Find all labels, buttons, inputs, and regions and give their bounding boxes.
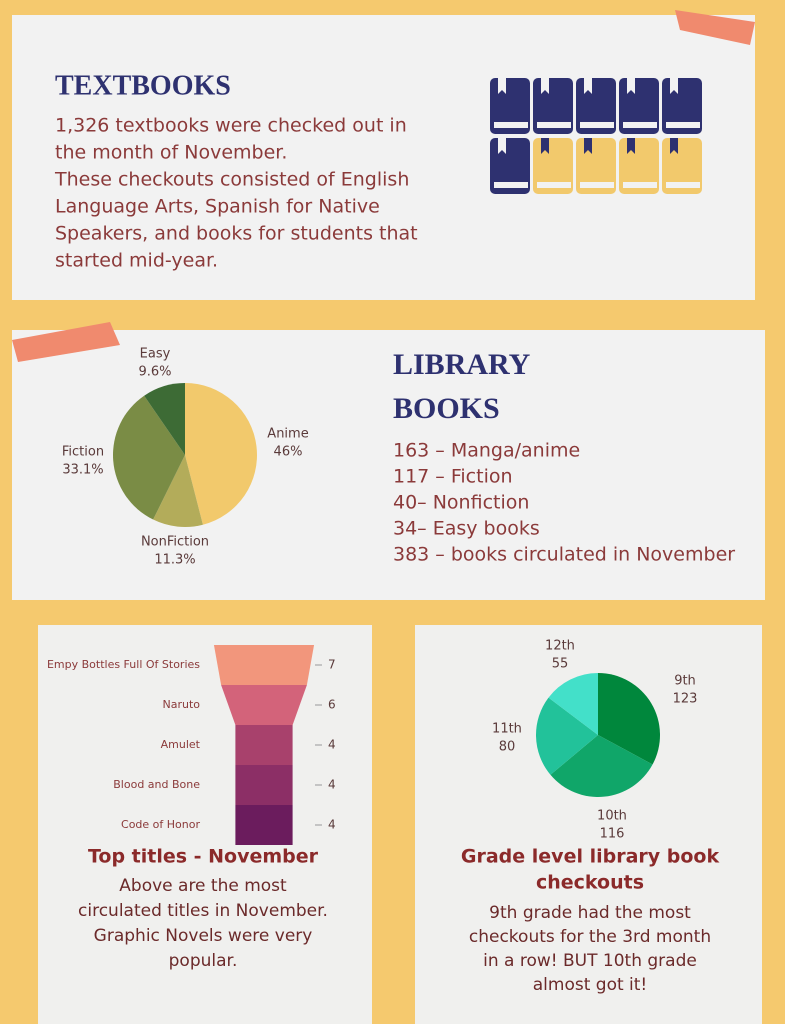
pie-slice [112, 395, 185, 520]
slice-value: 46% [274, 445, 303, 460]
text-line: almost got it! [533, 975, 648, 995]
slice-value: 55 [552, 657, 569, 672]
text-line: 383 – books circulated in November [393, 544, 735, 566]
pie-slice [185, 383, 257, 525]
pie-slice [153, 455, 203, 527]
book-page [580, 182, 614, 188]
text-line: BOOKS [393, 392, 500, 425]
slice-label: Anime [267, 427, 308, 442]
funnel-segment [235, 805, 293, 845]
book-page [537, 122, 571, 128]
text-line: Above are the most [119, 876, 287, 896]
text-line: 34– Easy books [393, 518, 540, 540]
slice-value: 123 [673, 692, 698, 707]
pie-slice [536, 697, 598, 775]
funnel-segment [235, 765, 293, 805]
pie-slice [144, 383, 185, 455]
slice-value: 11.3% [154, 553, 195, 568]
category-label: Amulet [161, 738, 201, 751]
slice-value: 116 [600, 827, 625, 842]
text-line: Speakers, and books for students that [55, 223, 418, 245]
subtitle: Top titles - November [88, 846, 319, 868]
book-page [623, 182, 657, 188]
text-line: started mid-year. [55, 250, 218, 272]
slice-label: 12th [545, 639, 575, 654]
bookmark [627, 138, 635, 154]
text-line: checkouts for the 3rd month [469, 927, 711, 947]
slice-label: Easy [140, 347, 171, 362]
title: TEXTBOOKS [55, 70, 231, 101]
slice-label: 11th [492, 722, 522, 737]
funnel-segment [235, 725, 293, 765]
value-label: 4 [328, 778, 336, 792]
text-line: Grade level library book [461, 846, 720, 868]
text-line: circulated titles in November. [78, 901, 328, 921]
book-page [666, 122, 700, 128]
book-page [537, 182, 571, 188]
text-line: 40– Nonfiction [393, 492, 529, 514]
pie-slice [598, 673, 660, 765]
bookmark [541, 78, 549, 94]
tape [12, 322, 120, 362]
book-page [623, 122, 657, 128]
slice-label: 10th [597, 809, 627, 824]
text-line: LIBRARY [393, 348, 531, 381]
category-label: Blood and Bone [113, 778, 200, 791]
text-line: 163 – Manga/anime [393, 440, 580, 462]
bookmark [498, 78, 506, 94]
category-label: Code of Honor [121, 818, 200, 831]
text-line: Language Arts, Spanish for Native [55, 196, 380, 218]
text-line: 117 – Fiction [393, 466, 513, 488]
text-line: checkouts [536, 872, 644, 894]
book-page [494, 182, 528, 188]
book-icons [490, 78, 702, 194]
text-line: These checkouts consisted of English [54, 169, 409, 191]
pie-slice [550, 735, 653, 797]
bookmark [627, 78, 635, 94]
slice-value: 9.6% [138, 365, 171, 380]
text-line: popular. [169, 951, 238, 971]
value-label: 7 [328, 658, 336, 672]
bookmark [584, 78, 592, 94]
category-label: Naruto [162, 698, 200, 711]
slice-label: NonFiction [141, 535, 209, 550]
bookmark [584, 138, 592, 154]
tape [675, 10, 755, 45]
text-line: the month of November. [55, 142, 287, 164]
slice-label: Fiction [62, 445, 104, 460]
book-page [666, 182, 700, 188]
value-label: 4 [328, 818, 336, 832]
value-label: 6 [328, 698, 336, 712]
text-line: in a row! BUT 10th grade [483, 951, 697, 971]
slice-value: 33.1% [62, 463, 103, 478]
bookmark [670, 138, 678, 154]
slice-value: 80 [499, 740, 516, 755]
text-line: 1,326 textbooks were checked out in [55, 115, 407, 137]
book-page [580, 122, 614, 128]
bookmark [498, 138, 506, 154]
slice-label: 9th [674, 674, 696, 689]
text-line: 9th grade had the most [489, 903, 691, 923]
bookmark [541, 138, 549, 154]
funnel-segment [221, 685, 307, 725]
category-label: Empy Bottles Full Of Stories [47, 658, 200, 671]
pie-slice [548, 673, 598, 735]
funnel-segment [213, 645, 315, 685]
book-page [494, 122, 528, 128]
text-line: Graphic Novels were very [94, 926, 313, 946]
value-label: 4 [328, 738, 336, 752]
bookmark [670, 78, 678, 94]
